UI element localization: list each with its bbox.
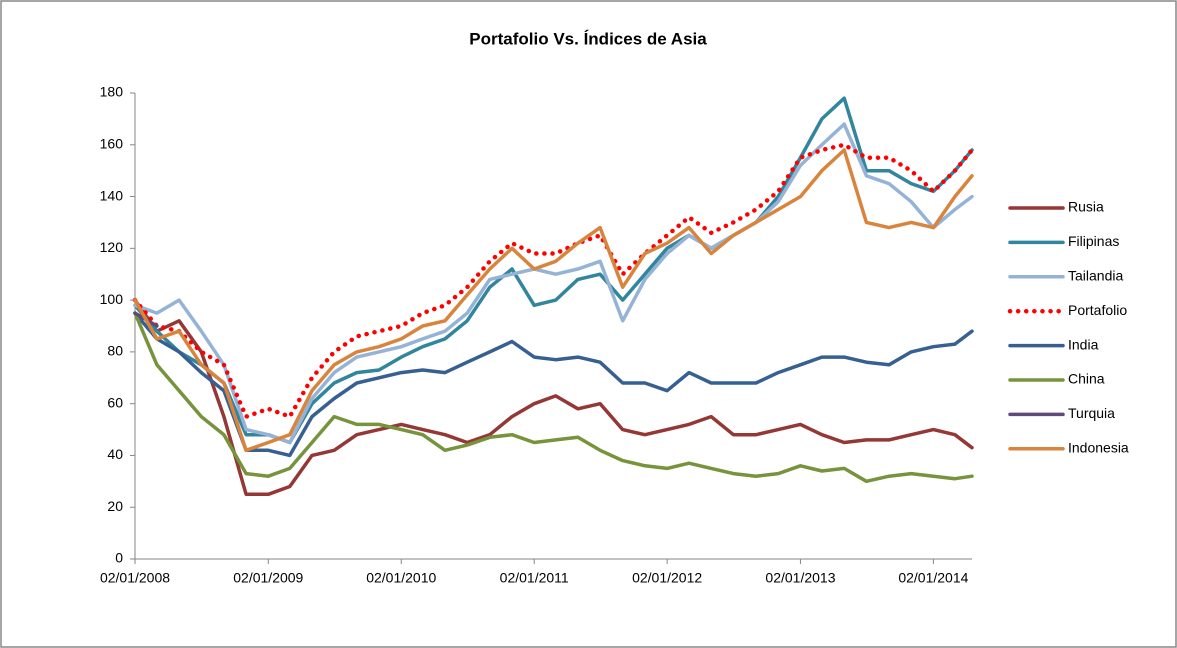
y-tick-label: 20: [107, 498, 123, 514]
x-tick-label: 02/01/2014: [898, 570, 968, 586]
line-series: [133, 311, 974, 484]
legend-label: Filipinas: [1068, 233, 1119, 249]
y-tick-label: 40: [107, 446, 123, 462]
line-series: [132, 142, 975, 419]
legend-label: India: [1068, 336, 1099, 352]
y-tick-label: 180: [100, 84, 124, 100]
legend-label: China: [1068, 371, 1105, 387]
legend-label: Rusia: [1068, 199, 1104, 215]
chart-title: Portafolio Vs. Índices de Asia: [469, 29, 707, 48]
y-tick-label: 80: [107, 343, 123, 359]
y-tick-label: 0: [115, 550, 123, 566]
y-tick-label: 120: [100, 239, 124, 255]
line-series: [133, 298, 974, 497]
line-series: [133, 311, 974, 458]
x-tick-label: 02/01/2011: [500, 570, 569, 586]
legend-label: Tailandia: [1068, 268, 1123, 284]
y-tick-label: 60: [107, 394, 123, 410]
y-tick-label: 100: [100, 291, 124, 307]
y-tick-label: 140: [100, 187, 124, 203]
legend-label: Portafolio: [1068, 302, 1127, 318]
x-tick-label: 02/01/2009: [233, 570, 303, 586]
x-tick-label: 02/01/2010: [366, 570, 436, 586]
y-tick-label: 160: [100, 135, 124, 151]
legend-label: Indonesia: [1068, 440, 1129, 456]
line-series: [133, 148, 974, 453]
x-tick-label: 02/01/2012: [632, 570, 702, 586]
legend-label: Turquia: [1068, 405, 1115, 421]
x-tick-label: 02/01/2008: [100, 570, 170, 586]
x-tick-label: 02/01/2013: [765, 570, 835, 586]
line-series: [133, 122, 974, 445]
